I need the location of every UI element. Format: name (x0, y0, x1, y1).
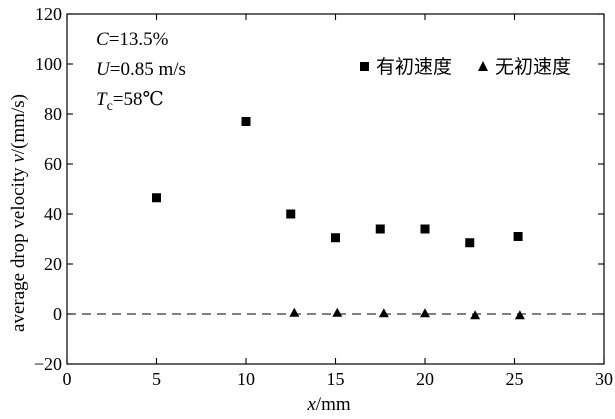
y-tick-label: 80 (44, 104, 62, 124)
data-point-without-initial-velocity (514, 310, 525, 320)
data-point-with-initial-velocity (513, 232, 523, 241)
x-axis-label: x/mm (306, 394, 350, 415)
y-tick-label: −20 (34, 354, 62, 374)
annotation-c-text: =13.5% (109, 29, 169, 50)
y-axis-label-unit: /(mm/s) (8, 94, 29, 154)
legend-label-series-1: 有初速度 (376, 56, 452, 78)
annotation-t-sub: c (107, 99, 113, 114)
annotation-u-text: =0.85 m/s (110, 59, 186, 80)
y-axis-label: average drop velocity v/(mm/s) (8, 94, 29, 332)
x-tick-label: 30 (595, 369, 613, 389)
annotation-c-var: C (96, 29, 109, 50)
y-tick-label: 20 (44, 254, 62, 274)
annotation-t: Tc=58℃ (96, 89, 164, 114)
data-point-with-initial-velocity (331, 233, 340, 243)
y-axis-label-var: v (8, 154, 29, 163)
data-point-without-initial-velocity (470, 310, 481, 320)
data-marks (152, 117, 525, 320)
annotation-u: U=0.85 m/s (96, 59, 186, 80)
data-point-with-initial-velocity (152, 193, 161, 203)
y-tick-label: 120 (35, 4, 62, 24)
x-axis-label-unit: /mm (316, 394, 351, 415)
data-point-without-initial-velocity (332, 307, 343, 317)
x-axis-label-var: x (306, 394, 316, 415)
annotation-block: C=13.5% U=0.85 m/s Tc=58℃ (96, 29, 186, 114)
annotation-c: C=13.5% (96, 29, 169, 50)
y-tick-label: 100 (35, 54, 62, 74)
data-point-without-initial-velocity (378, 308, 389, 318)
x-tick-label: 25 (506, 369, 524, 389)
annotation-t-text: =58℃ (113, 89, 164, 110)
data-point-without-initial-velocity (289, 307, 300, 317)
x-tick-label: 0 (63, 369, 72, 389)
data-point-with-initial-velocity (286, 209, 296, 219)
y-tick-label: 0 (53, 304, 62, 324)
y-tick-label: 40 (44, 204, 62, 224)
annotation-u-var: U (96, 59, 111, 80)
annotation-t-var: T (96, 89, 108, 110)
x-tick-label: 20 (416, 369, 434, 389)
x-tick-label: 5 (152, 369, 161, 389)
data-point-with-initial-velocity (420, 224, 430, 234)
x-tick-label: 10 (237, 369, 255, 389)
legend-label-series-2: 无初速度 (495, 56, 571, 78)
x-tick-label: 15 (327, 369, 345, 389)
legend-square-marker (360, 62, 369, 71)
legend-triangle-marker (478, 61, 488, 71)
legend: 有初速度 无初速度 (360, 56, 571, 78)
data-point-with-initial-velocity (241, 117, 251, 126)
y-axis-label-text: average drop velocity (8, 163, 29, 332)
data-point-with-initial-velocity (465, 238, 475, 248)
y-tick-label: 60 (44, 154, 62, 174)
data-point-without-initial-velocity (420, 308, 430, 318)
data-point-with-initial-velocity (375, 224, 385, 234)
